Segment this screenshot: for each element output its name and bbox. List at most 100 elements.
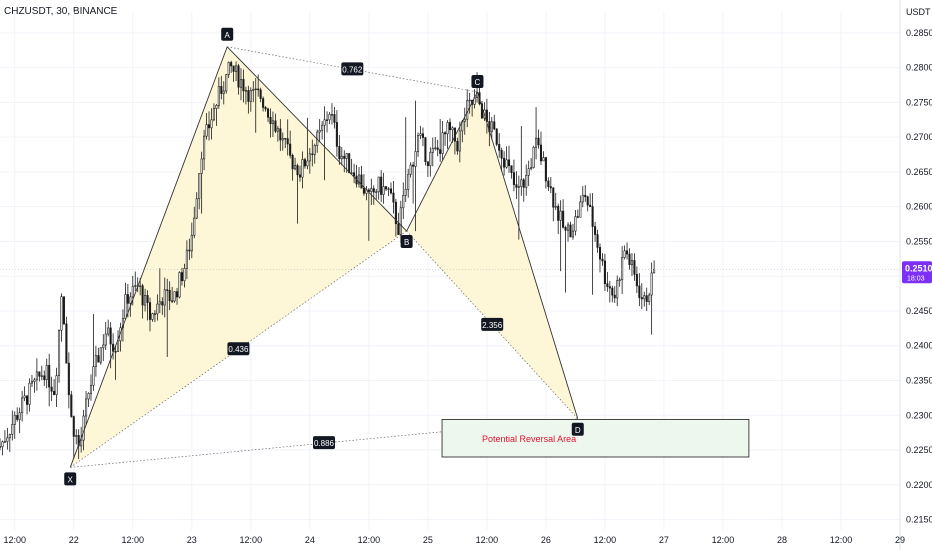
point-badge-bg — [400, 235, 413, 249]
candle-body — [257, 88, 260, 91]
candle-body — [326, 119, 329, 121]
candle-body — [630, 260, 634, 266]
point-label-D: D — [575, 426, 581, 435]
candle-body — [80, 439, 83, 447]
candle-body — [210, 119, 213, 129]
candle-body — [402, 195, 405, 209]
candle-body — [424, 137, 427, 163]
candle-body — [451, 127, 454, 131]
price-tick-label: 0.2550 — [906, 236, 932, 246]
candle-body — [407, 173, 410, 190]
candle-body — [313, 145, 316, 155]
candle-body — [75, 435, 78, 437]
time-tick-label: 28 — [777, 535, 787, 545]
price-axis[interactable]: 0.2150 0.2200 0.2250 0.2300 0.2350 0.2400 0.24… — [899, 0, 932, 550]
candle-body — [40, 375, 43, 377]
candle-body — [507, 159, 511, 166]
candle-body — [249, 90, 252, 102]
candle-body — [626, 250, 629, 255]
candle-body — [114, 351, 117, 353]
candle-body — [645, 295, 648, 302]
candle-body — [235, 65, 238, 72]
candle-body — [559, 210, 562, 221]
price-tick-label: 0.2750 — [906, 97, 932, 107]
candle-body — [480, 103, 484, 119]
candle-body — [129, 296, 132, 304]
candle-body — [370, 188, 373, 192]
candle-body — [525, 175, 528, 188]
candle-body — [163, 289, 166, 306]
candle-body — [635, 273, 638, 287]
candle-body — [362, 187, 365, 194]
candle-body — [527, 168, 530, 176]
candle-body — [131, 285, 134, 298]
candle-body — [232, 65, 235, 72]
candle-body — [434, 147, 437, 149]
candle-body — [638, 285, 641, 298]
candle-body — [18, 412, 21, 420]
candle-body — [328, 114, 331, 121]
candle-body — [458, 130, 461, 152]
point-badge-bg — [221, 27, 234, 41]
time-tick-label: 12:00 — [122, 535, 145, 545]
point-label-C: C — [475, 78, 481, 87]
candle-body — [183, 268, 186, 282]
candle-body — [242, 79, 245, 92]
candle-body — [180, 272, 184, 282]
candle-body — [254, 88, 257, 91]
candle-body — [549, 186, 552, 189]
time-tick-label: 23 — [187, 535, 197, 545]
point-label-A: A — [225, 31, 231, 40]
candle-body — [586, 196, 589, 206]
candle-body — [185, 249, 188, 269]
candle-body — [230, 62, 233, 67]
candle-body — [330, 114, 334, 116]
candle-body — [176, 291, 179, 298]
candle-body — [35, 371, 38, 381]
candle-body — [468, 99, 471, 102]
candle-body — [353, 172, 356, 177]
candle-body — [53, 390, 56, 395]
reversal-zone-box — [441, 419, 750, 458]
candle-body — [220, 86, 223, 94]
candle-body — [45, 365, 48, 380]
candle-body — [30, 381, 34, 384]
ratio-badge-bg — [481, 317, 504, 331]
time-tick-label: 12:00 — [240, 535, 263, 545]
candle-body — [57, 329, 61, 376]
candle-body — [190, 234, 193, 252]
candle-body — [269, 116, 272, 125]
candle-body — [43, 375, 46, 380]
time-tick-label: 26 — [541, 535, 551, 545]
candle-body — [168, 289, 171, 302]
candle-body — [222, 90, 225, 94]
candle-body — [394, 201, 397, 225]
candle-body — [239, 79, 243, 88]
candle-body — [28, 382, 31, 405]
candle-body — [571, 230, 574, 238]
candle-body — [596, 234, 599, 248]
candle-body — [21, 397, 24, 414]
candle-body — [252, 89, 255, 91]
candle-body — [377, 176, 380, 193]
candle-body — [532, 146, 535, 168]
time-tick-label: 12:00 — [712, 535, 735, 545]
candle-body — [311, 153, 314, 155]
candle-body — [237, 65, 240, 88]
candle-body — [419, 133, 422, 136]
time-tick-label: 22 — [69, 535, 79, 545]
time-tick-label: 12:00 — [358, 535, 381, 545]
candle-body — [360, 174, 363, 189]
price-tick-label: 0.2250 — [906, 445, 932, 455]
time-axis[interactable]: 12:00 22 12:00 23 12:00 24 12:00 25 12:00 26 12:00… — [3, 535, 905, 545]
candle-body — [542, 157, 545, 162]
candle-body — [579, 201, 582, 218]
candle-body — [569, 224, 572, 238]
time-tick-label: 29 — [895, 535, 905, 545]
xab-triangle — [70, 46, 407, 468]
candle-body — [535, 137, 538, 148]
candle-body — [134, 285, 137, 287]
price-tick-label: 0.2700 — [906, 132, 932, 142]
candle-body — [574, 216, 577, 232]
